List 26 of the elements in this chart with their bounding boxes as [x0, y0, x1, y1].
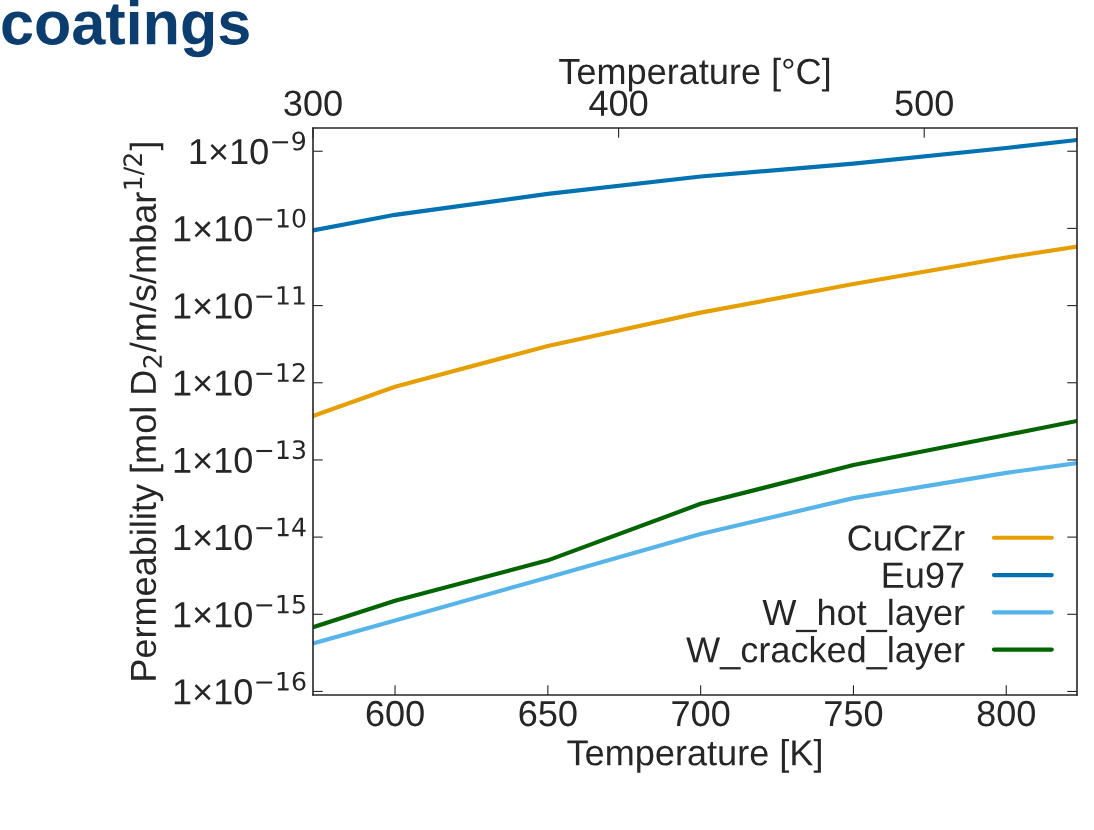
line-series — [313, 244, 1077, 419]
legend-label: W_hot_layer — [762, 598, 965, 633]
x-tick-label: 650 — [519, 700, 577, 727]
line-series — [313, 137, 1077, 233]
legend-label: Eu97 — [883, 562, 964, 589]
y-tick-label: 1×10$^{−10}$ — [174, 208, 306, 242]
x-tick-label: 800 — [977, 700, 1035, 727]
x-tick-label: 600 — [366, 700, 424, 727]
y-tick-label: 1×10$^{−11}$ — [174, 286, 305, 319]
y-tick-label: 1×10$^{−9}$ — [190, 131, 306, 165]
y-tick-label: 1×10$^{−16}$ — [174, 671, 306, 705]
x2-axis-title: Temperature [°C] — [559, 57, 830, 92]
y-tick-label: 1×10$^{−15}$ — [174, 594, 305, 628]
y-tick-label: 1×10$^{−12}$ — [174, 362, 305, 396]
x2-tick-label: 300 — [284, 90, 342, 116]
x-tick-label: 750 — [825, 700, 883, 727]
chart-title: coatings — [2, 0, 249, 58]
x-tick-label: 700 — [672, 700, 730, 727]
x2-tick-label: 500 — [895, 90, 953, 116]
x-axis-title: Temperature [K] — [567, 739, 821, 773]
legend-label: W_cracked_layer — [686, 636, 965, 670]
x2-tick-label: 400 — [589, 90, 648, 116]
y-tick-label: 1×10$^{−13}$ — [174, 440, 305, 474]
y-axis-title: Permeability [mol D$_{2}$/m/s/mbar$^{1/2}$] — [123, 143, 164, 680]
legend-label: CuCrZr — [848, 525, 965, 551]
y-tick-label: 1×10$^{−14}$ — [174, 517, 306, 551]
